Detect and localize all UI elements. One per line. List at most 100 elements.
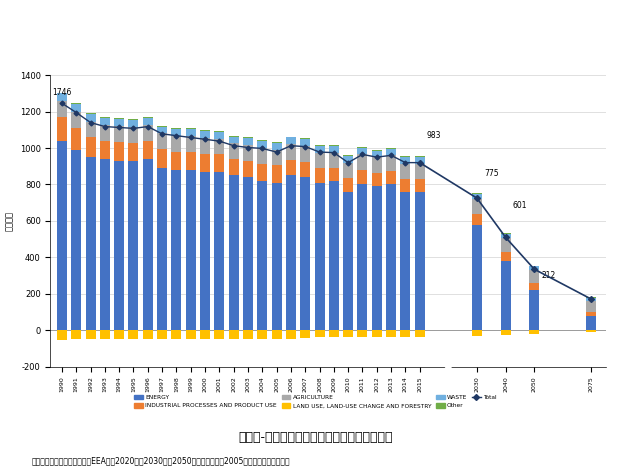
Bar (143, 141, 153, 159)
Bar (129, 142, 138, 161)
Bar (401, 179, 410, 192)
Bar (329, 330, 339, 337)
Bar (114, 161, 124, 330)
Bar (157, 133, 167, 149)
Bar (86, 113, 95, 114)
Bar (472, 225, 482, 330)
Bar (314, 146, 324, 153)
Bar (329, 146, 339, 153)
Bar (71, 111, 81, 128)
Bar (343, 192, 353, 330)
Bar (172, 330, 182, 339)
Bar (271, 183, 281, 330)
Bar (215, 172, 225, 330)
Bar (586, 301, 596, 312)
Y-axis label: 百万トン: 百万トン (5, 211, 15, 231)
Bar (243, 138, 253, 145)
Bar (71, 104, 81, 111)
Bar (57, 101, 67, 117)
Bar (343, 330, 353, 337)
Text: 212: 212 (541, 272, 555, 281)
Bar (314, 183, 324, 330)
Bar (343, 178, 353, 192)
Bar (157, 125, 167, 126)
Bar (200, 154, 210, 172)
Bar (271, 165, 281, 183)
Bar (472, 199, 482, 213)
Bar (86, 114, 95, 122)
Bar (186, 330, 196, 339)
Bar (472, 194, 482, 199)
Bar (529, 330, 540, 334)
Bar (386, 185, 396, 330)
Bar (300, 139, 310, 146)
Bar (472, 330, 482, 336)
Bar (129, 330, 138, 339)
Bar (228, 137, 239, 143)
Bar (86, 330, 95, 339)
Bar (401, 156, 410, 157)
Bar (257, 141, 268, 148)
Bar (372, 157, 382, 172)
Bar (57, 94, 67, 101)
Bar (86, 157, 95, 330)
Bar (172, 170, 182, 330)
Bar (143, 330, 153, 339)
Bar (372, 172, 382, 186)
Bar (415, 164, 425, 179)
Bar (172, 152, 182, 170)
Bar (401, 157, 410, 164)
Bar (186, 128, 196, 129)
Bar (372, 150, 382, 151)
Legend: ENERGY, INDUSTRIAL PROCESSES AND PRODUCT USE, AGRICULTURE, LAND USE, LAND-USE CH: ENERGY, INDUSTRIAL PROCESSES AND PRODUCT… (132, 392, 499, 411)
Bar (157, 330, 167, 339)
Bar (586, 312, 596, 316)
Text: 図　５-１　部門別温室効果ガス排出量の推移: 図 ５-１ 部門別温室効果ガス排出量の推移 (239, 431, 392, 444)
Bar (257, 330, 268, 339)
Bar (500, 238, 510, 252)
Bar (415, 192, 425, 330)
Bar (228, 143, 239, 159)
Bar (100, 159, 110, 330)
Bar (100, 141, 110, 159)
Bar (343, 163, 353, 178)
Bar (286, 137, 296, 138)
Bar (357, 185, 367, 330)
Bar (286, 138, 296, 144)
Bar (257, 181, 268, 330)
Bar (71, 103, 81, 104)
Bar (271, 143, 281, 150)
Bar (100, 125, 110, 141)
Bar (300, 138, 310, 139)
Bar (300, 146, 310, 162)
Bar (114, 126, 124, 141)
Text: 601: 601 (512, 201, 527, 210)
Bar (586, 316, 596, 330)
Bar (271, 142, 281, 143)
Bar (257, 164, 268, 181)
Bar (357, 147, 367, 148)
Bar (529, 290, 540, 330)
Bar (329, 153, 339, 168)
Bar (157, 126, 167, 133)
Bar (114, 141, 124, 161)
Bar (186, 136, 196, 152)
Bar (500, 234, 510, 238)
Bar (415, 330, 425, 337)
Bar (157, 168, 167, 330)
Bar (329, 168, 339, 181)
Bar (200, 138, 210, 154)
Bar (86, 137, 95, 157)
Bar (271, 150, 281, 165)
Bar (114, 118, 124, 119)
Bar (472, 213, 482, 225)
Bar (71, 128, 81, 150)
Bar (114, 330, 124, 339)
Bar (200, 131, 210, 138)
Bar (386, 156, 396, 171)
Bar (343, 156, 353, 163)
Bar (415, 157, 425, 164)
Bar (143, 125, 153, 141)
Bar (215, 132, 225, 139)
Bar (200, 172, 210, 330)
